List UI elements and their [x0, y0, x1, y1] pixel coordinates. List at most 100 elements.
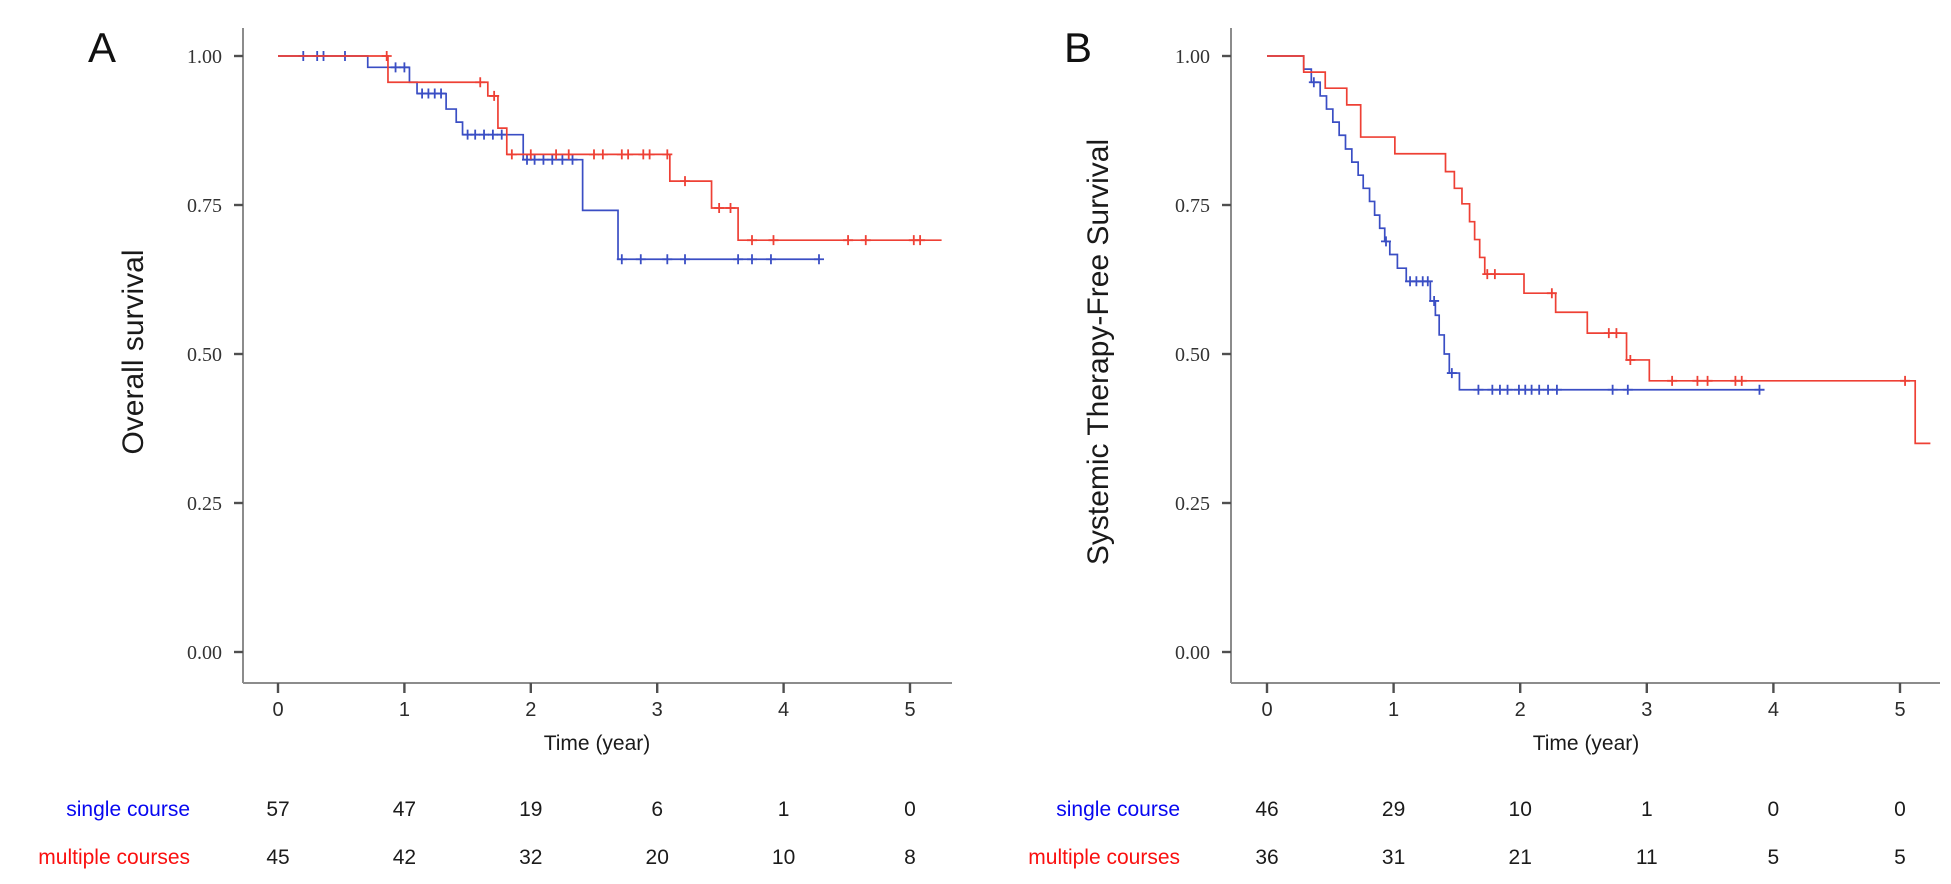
- censor-mark-single-course: [1422, 276, 1433, 287]
- risk-count: 0: [904, 798, 916, 821]
- y-tick-label: 0.75: [1175, 195, 1210, 217]
- y-tick-label: 0.00: [1175, 642, 1210, 664]
- censor-mark-single-course: [1473, 384, 1484, 395]
- y-tick-label: 0.25: [1175, 493, 1210, 515]
- panel-a-x-axis-title: Time (year): [544, 732, 651, 755]
- risk-row-label: multiple courses: [1028, 846, 1180, 869]
- risk-count: 32: [519, 846, 542, 869]
- censor-mark-multiple-courses: [860, 235, 871, 246]
- risk-count: 6: [651, 798, 663, 821]
- km-curve-multiple-courses: [1267, 55, 1931, 445]
- x-tick-label: 2: [1515, 699, 1526, 721]
- x-tick-label: 2: [525, 699, 536, 721]
- censor-mark-single-course: [635, 254, 646, 265]
- censor-mark-multiple-courses: [714, 202, 725, 213]
- risk-count: 5: [1768, 846, 1780, 869]
- y-tick-label: 0.25: [187, 493, 222, 515]
- risk-row-label: multiple courses: [38, 846, 190, 869]
- panel-b-plot: B Systemic Therapy-Free Survival Time (y…: [1028, 24, 1940, 869]
- censor-mark-single-course: [1622, 384, 1633, 395]
- censor-mark-single-course: [1543, 384, 1554, 395]
- risk-count: 8: [904, 846, 916, 869]
- censor-mark-single-course: [538, 154, 549, 165]
- censor-mark-multiple-courses: [525, 149, 536, 160]
- risk-count: 1: [1641, 798, 1653, 821]
- censor-mark-multiple-courses: [551, 149, 562, 160]
- km-curve-single-course: [1267, 55, 1765, 391]
- y-tick-label: 1.00: [187, 46, 222, 68]
- censor-mark-multiple-courses: [1489, 269, 1500, 280]
- censor-mark-single-course: [1551, 384, 1562, 395]
- censor-mark-single-course: [813, 254, 824, 265]
- panel-a-curves: [278, 51, 942, 265]
- risk-row-label: single course: [66, 798, 190, 821]
- censor-mark-single-course: [1308, 77, 1319, 88]
- x-tick-label: 5: [904, 699, 915, 721]
- risk-count: 5: [1894, 846, 1906, 869]
- censor-mark-multiple-courses: [843, 235, 854, 246]
- panel-b-curves: [1267, 55, 1931, 445]
- y-tick-label: 0.00: [187, 642, 222, 664]
- censor-mark-single-course: [470, 129, 481, 140]
- censor-mark-multiple-courses: [1702, 375, 1713, 386]
- censor-mark-single-course: [616, 254, 627, 265]
- censor-mark-multiple-courses: [506, 149, 517, 160]
- risk-count: 57: [266, 798, 289, 821]
- y-tick-label: 0.50: [187, 344, 222, 366]
- censor-mark-multiple-courses: [597, 149, 608, 160]
- censor-mark-single-course: [1429, 295, 1440, 306]
- censor-mark-multiple-courses: [768, 235, 779, 246]
- censor-mark-single-course: [479, 129, 490, 140]
- risk-count: 36: [1255, 846, 1278, 869]
- censor-mark-multiple-courses: [747, 235, 757, 246]
- risk-count: 42: [393, 846, 416, 869]
- censor-mark-single-course: [1754, 384, 1765, 395]
- km-curve-single-course: [278, 55, 819, 261]
- panel-a-letter: A: [88, 24, 116, 71]
- censor-mark-single-course: [1534, 384, 1545, 395]
- x-tick-label: 4: [778, 699, 789, 721]
- censor-mark-multiple-courses: [662, 149, 673, 160]
- censor-mark-single-course: [662, 254, 673, 265]
- censor-mark-single-course: [1446, 368, 1457, 379]
- y-tick-label: 0.50: [1175, 344, 1210, 366]
- x-tick-label: 3: [652, 699, 663, 721]
- x-tick-label: 1: [1388, 699, 1399, 721]
- censor-mark-multiple-courses: [489, 90, 500, 101]
- risk-count: 19: [519, 798, 542, 821]
- censor-mark-multiple-courses: [725, 202, 736, 213]
- censor-mark-single-course: [557, 154, 568, 165]
- censor-mark-multiple-courses: [623, 149, 634, 160]
- censor-mark-multiple-courses: [1736, 375, 1747, 386]
- risk-count: 21: [1509, 846, 1532, 869]
- x-tick-label: 0: [1261, 699, 1272, 721]
- y-tick-label: 1.00: [1175, 46, 1210, 68]
- censor-mark-single-course: [529, 154, 540, 165]
- censor-mark-multiple-courses: [475, 77, 486, 88]
- x-tick-label: 4: [1768, 699, 1779, 721]
- censor-mark-single-course: [547, 154, 558, 165]
- risk-count: 11: [1636, 846, 1658, 869]
- censor-mark-multiple-courses: [563, 149, 574, 160]
- censor-mark-multiple-courses: [644, 149, 655, 160]
- panel-b-y-axis-title: Systemic Therapy-Free Survival: [1082, 139, 1115, 565]
- panel-a-y-axis-title: Overall survival: [117, 249, 150, 454]
- censor-mark-single-course: [680, 254, 691, 265]
- censor-mark-single-course: [733, 254, 744, 265]
- risk-count: 46: [1255, 798, 1278, 821]
- censor-mark-single-course: [1381, 236, 1391, 247]
- risk-count: 47: [393, 798, 416, 821]
- censor-mark-single-course: [1607, 384, 1618, 395]
- x-tick-label: 3: [1641, 699, 1652, 721]
- censor-mark-multiple-courses: [589, 149, 599, 160]
- panel-a-plot: A Overall survival Time (year) 1.00 0.75 0…: [38, 24, 952, 869]
- censor-mark-single-course: [390, 62, 401, 73]
- censor-mark-single-course: [747, 254, 757, 265]
- censor-mark-multiple-courses: [1611, 328, 1622, 339]
- censor-mark-multiple-courses: [1625, 354, 1636, 365]
- risk-count: 0: [1894, 798, 1906, 821]
- x-tick-label: 1: [399, 699, 410, 721]
